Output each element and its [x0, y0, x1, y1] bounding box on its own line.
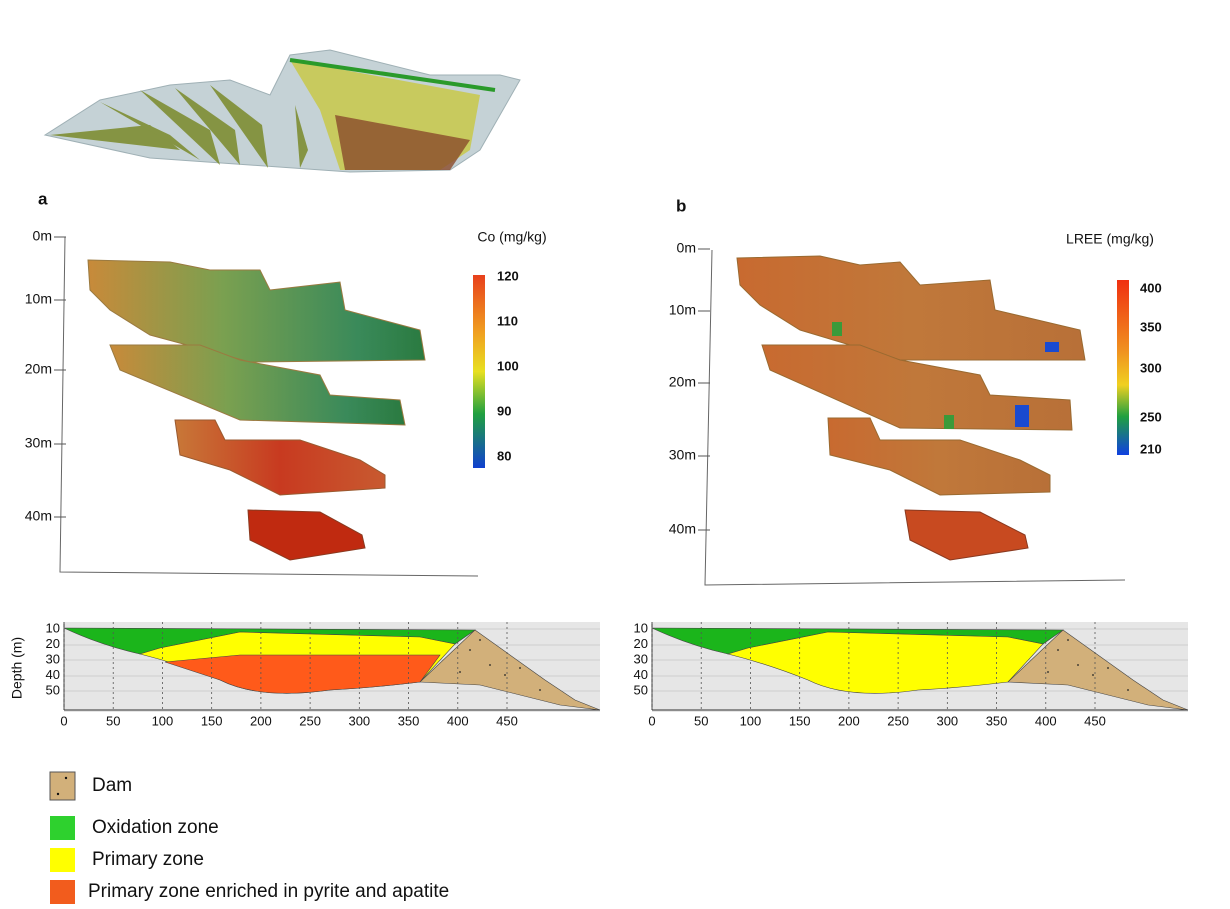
colorbar-tick: 120 — [497, 268, 519, 283]
y-tick-label: 30 — [634, 651, 648, 666]
depth-label: 40m — [25, 508, 52, 524]
legend-label: Oxidation zone — [92, 817, 219, 838]
panel-label: a — [38, 189, 48, 208]
x-tick-label: 400 — [1035, 713, 1057, 728]
depth-label: 10m — [669, 302, 696, 318]
y-tick-label: 40 — [634, 667, 648, 682]
x-tick-label: 300 — [936, 713, 958, 728]
depth-label: 30m — [25, 435, 52, 451]
legend-swatches — [49, 771, 76, 904]
depth-label: 40m — [669, 521, 696, 537]
x-tick-label: 200 — [838, 713, 860, 728]
section-b — [651, 621, 1189, 713]
x-tick-label: 0 — [60, 713, 67, 728]
x-tick-label: 350 — [398, 713, 420, 728]
y-tick-label: 40 — [46, 667, 60, 682]
colorbar-tick: 110 — [497, 313, 518, 328]
enriched-zone — [164, 654, 441, 694]
x-tick-label: 50 — [106, 713, 120, 728]
y-tick-label: 10 — [634, 620, 648, 635]
x-tick-label: 450 — [496, 713, 518, 728]
x-tick-label: 100 — [740, 713, 762, 728]
y-tick-label: 30 — [46, 651, 60, 666]
overview-model — [43, 49, 521, 173]
colorbar-tick: 400 — [1140, 280, 1162, 295]
x-tick-label: 350 — [986, 713, 1008, 728]
y-tick-label: 20 — [634, 636, 648, 651]
x-tick-label: 450 — [1084, 713, 1106, 728]
colorbar-tick: 100 — [497, 358, 519, 373]
y-tick-label: 10 — [46, 620, 60, 635]
x-tick-label: 150 — [201, 713, 223, 728]
colorbar-tick: 350 — [1140, 319, 1162, 334]
colorbar-tick: 250 — [1140, 409, 1162, 424]
x-tick-label: 200 — [250, 713, 272, 728]
panel-a-model — [59, 236, 485, 577]
x-tick-label: 400 — [447, 713, 469, 728]
x-tick-label: 250 — [887, 713, 909, 728]
y-axis-label: Depth (m) — [9, 637, 25, 699]
colorbar-tick: 90 — [497, 403, 511, 418]
colorbar-tick: 300 — [1140, 360, 1162, 375]
legend-label: Primary zone enriched in pyrite and apat… — [88, 881, 449, 902]
colorbar-tick: 210 — [1140, 441, 1162, 456]
y-tick-label: 50 — [634, 682, 648, 697]
y-tick-label: 50 — [46, 682, 60, 697]
depth-label: 10m — [25, 291, 52, 307]
x-tick-label: 300 — [348, 713, 370, 728]
legend-label: Dam — [92, 775, 132, 796]
panel-b-model — [704, 249, 1129, 586]
depth-label: 20m — [669, 374, 696, 390]
colorbar-title: Co (mg/kg) — [477, 229, 546, 245]
colorbar-tick: 80 — [497, 448, 511, 463]
x-tick-label: 0 — [648, 713, 655, 728]
x-tick-label: 250 — [299, 713, 321, 728]
x-tick-label: 50 — [694, 713, 708, 728]
x-tick-label: 150 — [789, 713, 811, 728]
x-tick-label: 100 — [152, 713, 174, 728]
colorbar-title: LREE (mg/kg) — [1066, 231, 1154, 247]
depth-label: 0m — [33, 228, 52, 244]
depth-label: 30m — [669, 447, 696, 463]
y-tick-label: 20 — [46, 636, 60, 651]
panel-label: b — [676, 196, 686, 215]
depth-label: 20m — [25, 361, 52, 377]
depth-label: 0m — [677, 240, 696, 256]
legend-label: Primary zone — [92, 849, 204, 870]
